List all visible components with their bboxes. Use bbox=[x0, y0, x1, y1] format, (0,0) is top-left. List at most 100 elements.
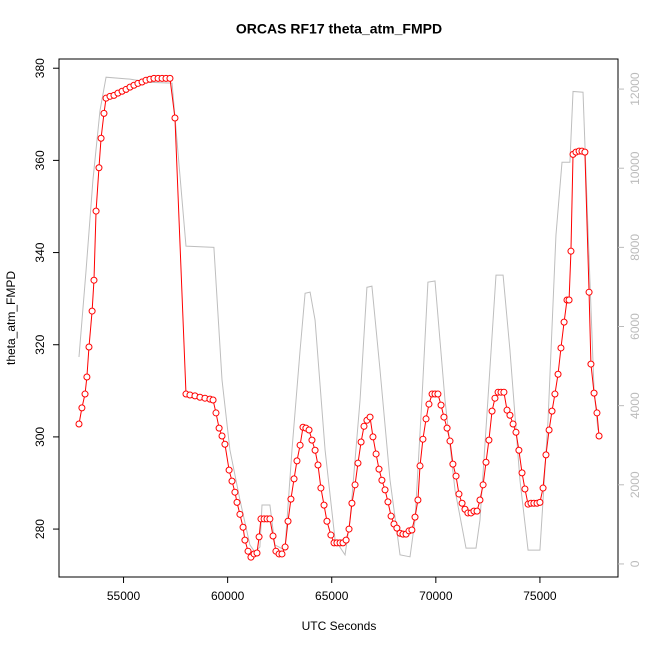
data-point bbox=[95, 164, 103, 172]
data-point bbox=[225, 466, 233, 474]
data-point bbox=[357, 438, 365, 446]
x-tick-label: 75000 bbox=[523, 589, 557, 603]
data-point bbox=[231, 488, 239, 496]
data-point bbox=[253, 549, 261, 557]
data-point bbox=[92, 207, 100, 215]
data-point bbox=[590, 389, 598, 397]
data-point bbox=[375, 465, 383, 473]
data-point bbox=[488, 407, 496, 415]
y-tick-label: 280 bbox=[33, 519, 47, 539]
data-point bbox=[209, 396, 217, 404]
data-point bbox=[354, 459, 362, 467]
data-point bbox=[342, 536, 350, 544]
data-point bbox=[539, 484, 547, 492]
data-point bbox=[425, 400, 433, 408]
data-point bbox=[506, 411, 514, 419]
data-point bbox=[440, 413, 448, 421]
y-tick-label: 360 bbox=[33, 150, 47, 170]
data-point bbox=[348, 499, 356, 507]
data-point bbox=[378, 476, 386, 484]
data-point bbox=[311, 446, 319, 454]
data-point bbox=[308, 436, 316, 444]
data-point bbox=[314, 461, 322, 469]
data-point bbox=[455, 490, 463, 498]
data-point bbox=[482, 458, 490, 466]
data-point bbox=[512, 428, 520, 436]
x-tick-label: 70000 bbox=[419, 589, 453, 603]
data-point bbox=[366, 413, 374, 421]
data-point bbox=[542, 451, 550, 459]
data-point bbox=[503, 406, 511, 414]
data-point bbox=[443, 424, 451, 432]
data-point bbox=[536, 498, 544, 506]
data-point bbox=[233, 498, 241, 506]
data-point bbox=[281, 543, 289, 551]
data-point bbox=[236, 510, 244, 518]
data-point bbox=[587, 360, 595, 368]
data-point bbox=[100, 109, 108, 117]
data-point bbox=[554, 370, 562, 378]
data-point bbox=[293, 457, 301, 465]
data-point bbox=[83, 373, 91, 381]
data-point bbox=[565, 296, 573, 304]
y2-tick-label: 8000 bbox=[628, 234, 642, 261]
x-axis-label: UTC Seconds bbox=[302, 619, 377, 633]
y-tick-label: 340 bbox=[33, 242, 47, 262]
data-point bbox=[595, 432, 603, 440]
data-point bbox=[434, 390, 442, 398]
y-tick-label: 300 bbox=[33, 427, 47, 447]
data-point bbox=[518, 469, 526, 477]
data-point bbox=[320, 501, 328, 509]
data-point bbox=[585, 288, 593, 296]
data-point bbox=[458, 499, 466, 507]
y2-tick-label: 10000 bbox=[628, 151, 642, 185]
y2-tick-label: 12000 bbox=[628, 72, 642, 106]
data-point bbox=[287, 495, 295, 503]
data-point bbox=[269, 532, 277, 540]
data-point bbox=[171, 114, 179, 122]
x-tick-label: 65000 bbox=[315, 589, 349, 603]
data-point bbox=[212, 409, 220, 417]
data-point bbox=[305, 426, 313, 434]
data-point bbox=[479, 481, 487, 489]
y2-tick-label: 0 bbox=[628, 560, 642, 567]
data-point bbox=[491, 394, 499, 402]
data-point bbox=[593, 409, 601, 417]
data-point bbox=[387, 512, 395, 520]
data-point bbox=[408, 526, 416, 534]
data-point bbox=[228, 477, 236, 485]
data-point bbox=[97, 134, 105, 142]
data-point bbox=[266, 515, 274, 523]
data-point bbox=[509, 420, 517, 428]
data-point bbox=[515, 446, 523, 454]
data-point bbox=[446, 437, 454, 445]
x-tick-label: 55000 bbox=[107, 589, 141, 603]
data-point bbox=[393, 524, 401, 532]
data-point bbox=[414, 496, 422, 504]
data-point bbox=[567, 247, 575, 255]
data-point bbox=[521, 485, 529, 493]
data-point bbox=[485, 436, 493, 444]
data-point bbox=[372, 450, 380, 458]
data-point bbox=[557, 344, 565, 352]
data-point bbox=[317, 484, 325, 492]
data-point bbox=[244, 547, 252, 555]
data-point bbox=[78, 404, 86, 412]
data-point bbox=[323, 517, 331, 525]
data-point bbox=[581, 148, 589, 156]
data-point bbox=[422, 415, 430, 423]
data-point bbox=[221, 440, 229, 448]
data-point bbox=[551, 390, 559, 398]
data-point bbox=[360, 422, 368, 430]
series-line bbox=[78, 76, 599, 558]
data-point bbox=[476, 496, 484, 504]
data-point bbox=[88, 307, 96, 315]
data-point bbox=[500, 388, 508, 396]
chart-title: ORCAS RF17 theta_atm_FMPD bbox=[236, 21, 442, 37]
data-point bbox=[419, 435, 427, 443]
y2-tick-label: 4000 bbox=[628, 392, 642, 419]
data-point bbox=[369, 433, 377, 441]
data-point bbox=[218, 432, 226, 440]
x-tick-label: 60000 bbox=[211, 589, 245, 603]
